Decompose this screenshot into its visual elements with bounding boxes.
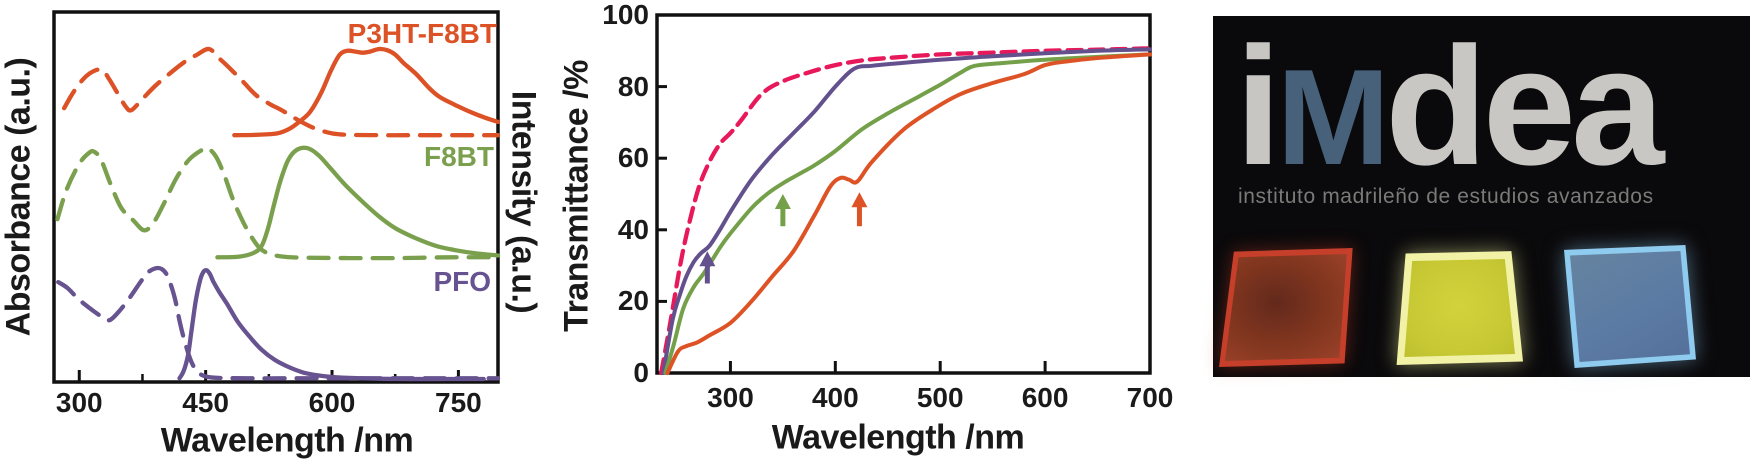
tick-label: 600: [1021, 382, 1069, 413]
imdea-subtitle: instituto madrileño de estudios avanzado…: [1238, 185, 1654, 208]
tick-label: 450: [182, 387, 229, 418]
logo-letter-m: M: [1276, 41, 1390, 193]
left-x-axis-label: Wavelength /nm: [160, 421, 414, 460]
tick-label: 60: [617, 142, 649, 174]
left-y-axis-label: Absorbance (a.u.): [0, 57, 38, 337]
film-sample-blue: [1564, 245, 1696, 368]
tick-label: 300: [707, 382, 754, 413]
legend-p3ht-f8bt: P3HT-F8BT: [347, 18, 497, 49]
tick-label: 20: [617, 285, 649, 317]
tick-label: 80: [617, 70, 649, 102]
film-sample-red-fill: [1225, 254, 1347, 361]
tick-label: 500: [916, 382, 964, 413]
logo-letter-i: i: [1235, 12, 1282, 200]
tick-label: 100: [602, 0, 649, 30]
tick-label: 0: [633, 357, 649, 388]
left-right-y-axis-label: Intensity (a.u.): [504, 90, 543, 314]
film-sample-yellow: [1394, 250, 1523, 365]
imdea-logo: i M dea: [1235, 12, 1664, 200]
tick-label: 700: [1126, 382, 1174, 413]
logo-letters-dea: dea: [1384, 12, 1664, 200]
middle-x-axis-label: Wavelength /nm: [771, 418, 1025, 457]
legend-pfo: PFO: [433, 266, 491, 297]
tick-label: 400: [811, 382, 859, 413]
film-sample-yellow-fill: [1404, 258, 1515, 357]
tick-label: 750: [435, 387, 482, 418]
legend-f8bt: F8BT: [424, 141, 494, 172]
tick-label: 40: [617, 213, 649, 245]
tick-label: 600: [308, 387, 356, 418]
film-sample-red: [1219, 248, 1354, 367]
imdea-photo-panel: i M dea instituto madrileño de estudios …: [1213, 16, 1750, 377]
film-sample-blue-fill: [1570, 251, 1690, 362]
tick-label: 300: [55, 387, 103, 418]
